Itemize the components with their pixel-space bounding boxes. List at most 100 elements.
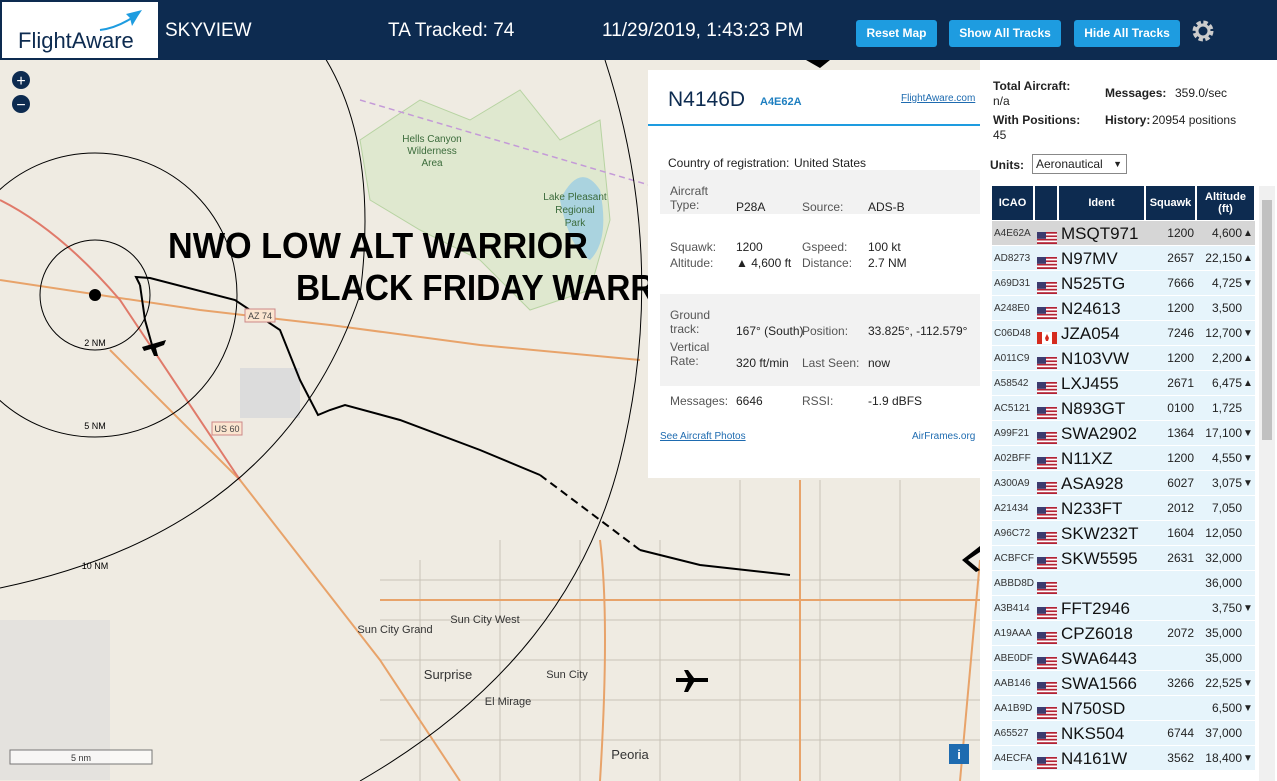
- units-select[interactable]: Aeronautical ▼: [1032, 154, 1127, 174]
- altitude: 22,525: [1205, 676, 1242, 690]
- trend: ▲: [1243, 253, 1253, 264]
- icao: A3B414: [994, 603, 1030, 614]
- altitude: 36,000: [1205, 576, 1242, 590]
- table-row[interactable]: A248E0 N24613 1200 3,500: [992, 296, 1255, 321]
- reset-map-button[interactable]: Reset Map: [856, 20, 937, 47]
- place-label: El Mirage: [485, 696, 531, 708]
- aircraft-panel: N4146D A4E62A FlightAware.com Country of…: [648, 70, 980, 478]
- table-row[interactable]: A02BFF N11XZ 1200 4,550 ▼: [992, 446, 1255, 471]
- trend: ▼: [1243, 703, 1253, 714]
- trend: ▼: [1243, 278, 1253, 289]
- trend: ▼: [1243, 753, 1253, 764]
- icao: A58542: [994, 378, 1029, 389]
- field-label: Position:: [802, 324, 849, 338]
- column-header[interactable]: Squawk: [1146, 186, 1196, 220]
- squawk: 2671: [1167, 376, 1194, 390]
- field-label: Vertical Rate:: [670, 340, 710, 368]
- stat-label: With Positions:: [993, 113, 1081, 127]
- map-label: Area: [421, 158, 443, 169]
- info-button[interactable]: [949, 744, 969, 764]
- table-row[interactable]: C06D48 JZA054 7246 12,700 ▼: [992, 321, 1255, 346]
- field-label: RSSI:: [802, 394, 834, 408]
- ident: JZA054: [1061, 324, 1120, 343]
- altitude: 35,000: [1205, 651, 1242, 665]
- table-row[interactable]: A3B414 FFT2946 3,750 ▼: [992, 596, 1255, 621]
- field-band: [660, 294, 980, 386]
- field-value: 33.825°, -112.579°: [868, 324, 968, 338]
- column-header[interactable]: [1035, 186, 1058, 220]
- altitude: 18,400: [1205, 751, 1242, 765]
- field-label: Source:: [802, 200, 844, 214]
- flag: [1037, 653, 1057, 669]
- column-header[interactable]: Altitude (ft): [1197, 186, 1255, 220]
- flag: [1037, 328, 1057, 344]
- icao: A21434: [994, 503, 1029, 514]
- ring-label: 5 NM: [84, 421, 106, 431]
- zoom-out[interactable]: [12, 95, 30, 113]
- zoom-out-label: −: [16, 97, 25, 114]
- place-label: Peoria: [611, 747, 649, 762]
- squawk: 1200: [1167, 351, 1194, 365]
- column-header[interactable]: Ident: [1059, 186, 1145, 220]
- settings-icon[interactable]: [1191, 19, 1215, 43]
- scrollbar[interactable]: [1259, 186, 1275, 781]
- overlay-text: NWO LOW ALT WARRIOR: [168, 225, 588, 266]
- column-header[interactable]: ICAO: [992, 186, 1034, 220]
- table-row[interactable]: A65527 NKS504 6744 37,000: [992, 721, 1255, 746]
- show-tracks-button[interactable]: Show All Tracks: [949, 20, 1061, 47]
- table-row[interactable]: A19AAA CPZ6018 2072 35,000: [992, 621, 1255, 646]
- altitude: 3,500: [1211, 301, 1242, 315]
- ident: NKS504: [1061, 724, 1125, 743]
- table-row[interactable]: A4E62A MSQT971 1200 4,600 ▲: [992, 221, 1255, 246]
- table-row[interactable]: A69D31 N525TG 7666 4,725 ▼: [992, 271, 1255, 296]
- field-value: 6646: [736, 394, 763, 408]
- stat-value: 20954 positions: [1152, 113, 1237, 127]
- altitude: 1,725: [1211, 401, 1242, 415]
- logo[interactable]: FlightAware: [2, 2, 158, 58]
- map-label: Wilderness: [407, 146, 456, 157]
- trend: ▼: [1243, 603, 1253, 614]
- photos-link[interactable]: See Aircraft Photos: [660, 431, 746, 442]
- table-row[interactable]: AC5121 N893GT 0100 1,725: [992, 396, 1255, 421]
- ident: LXJ455: [1061, 374, 1119, 393]
- squawk: 2072: [1167, 626, 1194, 640]
- altitude: 6,475: [1211, 376, 1242, 390]
- datetime: 11/29/2019, 1:43:23 PM: [602, 20, 804, 41]
- zoom-in[interactable]: [12, 71, 30, 89]
- table-row[interactable]: A99F21 SWA2902 1364 17,100 ▼: [992, 421, 1255, 446]
- table-row[interactable]: ACBFCF SKW5595 2631 32,000: [992, 546, 1255, 571]
- road-label: AZ 74: [248, 311, 272, 321]
- table-row[interactable]: A21434 N233FT 2012 7,050: [992, 496, 1255, 521]
- flag: [1037, 678, 1057, 694]
- table-row[interactable]: A4ECFA N4161W 3562 18,400 ▼: [992, 746, 1255, 771]
- squawk: 1200: [1167, 451, 1194, 465]
- stat-value: n/a: [993, 94, 1010, 108]
- table-row[interactable]: AAB146 SWA1566 3266 22,525 ▼: [992, 671, 1255, 696]
- app-name: SKYVIEW: [165, 20, 252, 41]
- table-row[interactable]: A300A9 ASA928 6027 3,075 ▼: [992, 471, 1255, 496]
- map-label: Lake Pleasant: [543, 192, 607, 203]
- table-row[interactable]: A58542 LXJ455 2671 6,475 ▲: [992, 371, 1255, 396]
- icao: A011C9: [994, 353, 1030, 364]
- table-row[interactable]: ABBD8D 36,000: [992, 571, 1255, 596]
- trend: ▲: [1243, 228, 1253, 239]
- squawk: 2657: [1167, 251, 1194, 265]
- table-row[interactable]: AA1B9D N750SD 6,500 ▼: [992, 696, 1255, 721]
- table-row[interactable]: A96C72 SKW232T 1604 12,050: [992, 521, 1255, 546]
- flightaware-link[interactable]: FlightAware.com: [901, 93, 976, 104]
- squawk: 0100: [1167, 401, 1194, 415]
- airframes-link[interactable]: AirFrames.org: [912, 431, 976, 442]
- altitude: 4,600: [1211, 226, 1242, 240]
- hide-tracks-button[interactable]: Hide All Tracks: [1074, 20, 1180, 47]
- altitude: 12,700: [1205, 326, 1242, 340]
- table-row[interactable]: ABE0DF SWA6443 35,000: [992, 646, 1255, 671]
- tracked: TA Tracked: 74: [388, 20, 515, 41]
- stat-label: History:: [1105, 113, 1151, 127]
- field-label: Squawk:: [670, 240, 717, 254]
- aircraft-icons: [142, 60, 980, 692]
- table-row[interactable]: AD8273 N97MV 2657 22,150 ▲: [992, 246, 1255, 271]
- altitude: 37,000: [1205, 726, 1242, 740]
- table-row[interactable]: A011C9 N103VW 1200 2,200 ▲: [992, 346, 1255, 371]
- flag: [1037, 303, 1057, 319]
